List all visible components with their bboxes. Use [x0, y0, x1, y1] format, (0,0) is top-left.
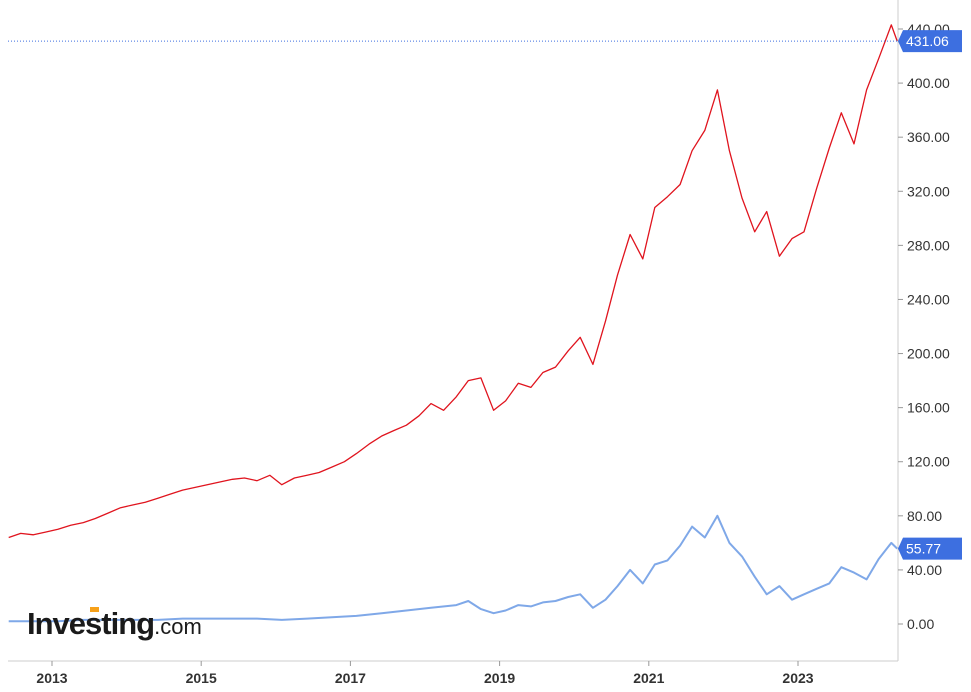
y-tick-label: 200.00	[907, 346, 950, 362]
price-line-red	[8, 24, 898, 539]
y-tick-label: 160.00	[907, 400, 950, 416]
last-value-markers: 431.06 55.77	[8, 30, 962, 560]
last-value-badge	[898, 30, 962, 53]
y-tick-label: 280.00	[907, 237, 950, 253]
y-tick-label: 80.00	[907, 508, 942, 524]
y-tick-label: 240.00	[907, 291, 950, 307]
y-tick-label: 120.00	[907, 454, 950, 470]
y-tick-label: 320.00	[907, 183, 950, 199]
y-tick-label: 400.00	[907, 75, 950, 91]
x-tick-label: 2015	[186, 670, 217, 686]
y-tick-label: 360.00	[907, 129, 950, 145]
y-tick-label: 40.00	[907, 562, 942, 578]
price-lines	[8, 24, 898, 623]
investing-logo: Investing.com	[27, 606, 202, 641]
last-value-label: 431.06	[906, 33, 949, 49]
x-axis: 2013 2015 2017 2019 2021 2023	[36, 661, 814, 686]
y-axis: 0.00 40.00 80.00 120.00 160.00 200.00 240.00 28…	[898, 21, 950, 632]
x-tick-label: 2013	[36, 670, 67, 686]
last-value-label: 55.77	[906, 541, 941, 557]
last-value-badge	[898, 537, 962, 560]
x-tick-label: 2019	[484, 670, 515, 686]
y-tick-label: 0.00	[907, 616, 934, 632]
logo-suffix: .com	[154, 614, 202, 639]
price-line-blue	[8, 514, 898, 623]
logo-accent-mark	[90, 607, 99, 612]
x-tick-label: 2023	[782, 670, 813, 686]
x-tick-label: 2021	[633, 670, 664, 686]
x-tick-label: 2017	[335, 670, 366, 686]
